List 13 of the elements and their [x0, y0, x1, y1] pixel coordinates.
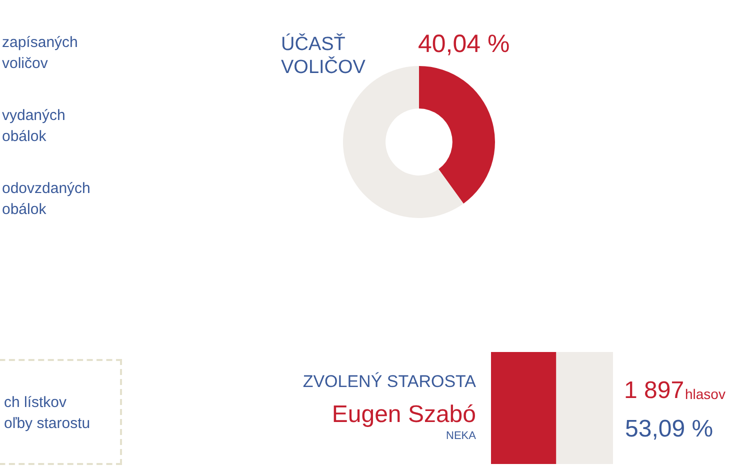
text: NEKA [446, 430, 476, 442]
text: 40,04 % [418, 30, 510, 59]
text: zapísaných voličov [2, 33, 78, 74]
chart-title: ÚČASŤ VOLIČOV [281, 33, 366, 79]
text: Eugen Szabó [332, 401, 476, 429]
text: vydaných obálok [2, 106, 66, 147]
text: 1 897 [624, 377, 684, 405]
text: ch lístkov [4, 394, 67, 411]
data-label: 53,09 % [625, 416, 714, 443]
text: hlasov [685, 386, 726, 402]
text: odovzdaných obálok [2, 179, 90, 220]
text: oľby starostu [4, 415, 90, 432]
text: ZVOLENÝ STAROSTA [302, 372, 476, 392]
